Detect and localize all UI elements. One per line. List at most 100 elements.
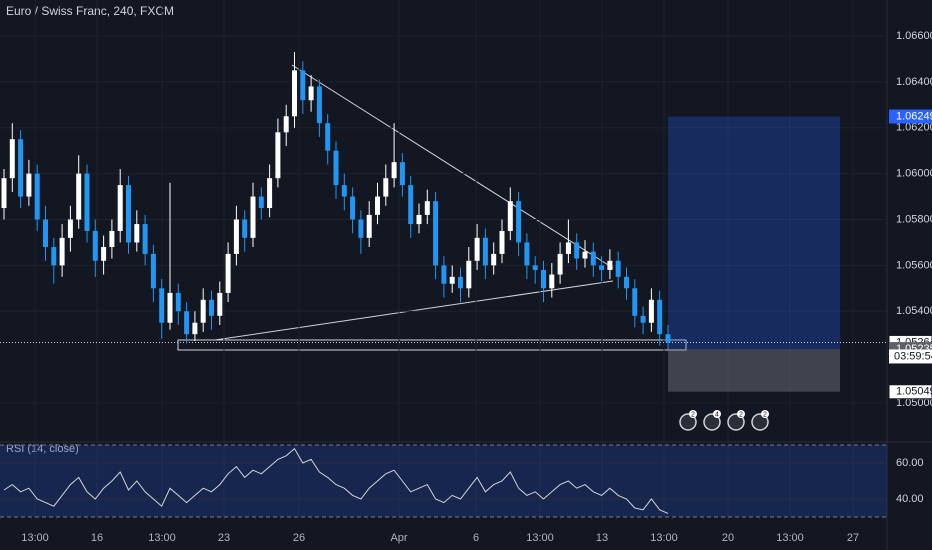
countdown-box <box>889 349 932 364</box>
y-tick-label: 1.06200 <box>896 122 932 134</box>
candle-body <box>491 253 497 266</box>
rsi-band <box>0 445 887 517</box>
candle-body <box>657 299 663 335</box>
y-tick-label: 1.06600 <box>896 30 932 42</box>
event-count: 4 <box>715 411 719 418</box>
candle-body <box>76 173 82 220</box>
candle-body <box>142 224 148 254</box>
candle-body <box>283 116 289 133</box>
event-count: 2 <box>691 411 695 418</box>
candle-body <box>441 265 447 284</box>
candle-body <box>341 185 347 197</box>
candle-body <box>34 173 40 220</box>
candle-body <box>175 292 181 312</box>
candle-body <box>300 70 306 101</box>
price-tag-label: 1.05049 <box>896 386 932 398</box>
candle-body <box>51 247 57 266</box>
y-tick-label: 1.05400 <box>896 305 932 317</box>
candle-body <box>607 260 613 270</box>
candle-body <box>399 162 405 186</box>
candle-body <box>648 299 654 323</box>
rsi-label: RSI (14, close) <box>6 443 79 455</box>
candle-body <box>665 334 671 343</box>
candle-body <box>383 178 389 197</box>
candle-body <box>532 265 538 270</box>
candle-body <box>632 288 638 316</box>
candle-body <box>9 139 15 179</box>
candle-body <box>59 237 65 266</box>
stop-zone <box>668 349 840 392</box>
candle-body <box>192 322 198 335</box>
y-tick-label: 1.05800 <box>896 213 932 225</box>
candle-body <box>308 86 314 101</box>
candle-body <box>292 70 297 117</box>
candle-body <box>233 219 239 254</box>
event-count: 2 <box>763 411 767 418</box>
candle-body <box>325 123 331 151</box>
price-tag <box>888 384 932 400</box>
candle-body <box>159 288 165 323</box>
candle-body <box>640 315 646 323</box>
candle-body <box>391 162 397 179</box>
x-tick-label: 27 <box>847 532 859 544</box>
candle-body <box>92 230 98 261</box>
candle-body <box>26 173 32 197</box>
candle-body <box>424 201 430 215</box>
x-tick-label: Apr <box>390 532 407 544</box>
candle-body <box>242 219 248 238</box>
candle-body <box>167 292 173 323</box>
candle-body <box>333 150 339 186</box>
x-tick-label: 13:00 <box>776 532 804 544</box>
candle-body <box>117 185 123 231</box>
candle-body <box>316 86 322 124</box>
x-tick-label: 13:00 <box>650 532 678 544</box>
candle-body <box>516 201 522 243</box>
candle-body <box>474 237 480 261</box>
candle-body <box>565 242 571 254</box>
chart-title: Euro / Swiss Franc, 240, FXCM <box>6 4 174 18</box>
candle-body <box>590 251 596 266</box>
candle-body <box>375 196 380 215</box>
event-icon <box>679 413 697 431</box>
event-count: 2 <box>739 411 743 418</box>
candle-body <box>416 214 422 225</box>
rsi-tick-label: 60.00 <box>896 457 924 469</box>
x-tick-label: 26 <box>293 532 305 544</box>
candle-body <box>582 251 588 259</box>
candle-body <box>101 247 107 261</box>
candle-body <box>482 237 488 266</box>
candle-body <box>624 276 629 289</box>
candle-body <box>209 299 214 316</box>
candle-body <box>258 196 264 209</box>
event-badge <box>761 410 769 418</box>
candle-body <box>458 276 463 289</box>
rsi-line <box>3 447 669 514</box>
price-tag <box>889 109 932 124</box>
candle-body <box>574 242 580 259</box>
candle-body <box>200 299 206 323</box>
candle-body <box>524 242 530 266</box>
candle-body <box>366 214 372 238</box>
candle-body <box>67 219 73 238</box>
x-tick-label: 13 <box>596 532 608 544</box>
y-tick-label: 1.06000 <box>896 168 932 180</box>
candle-body <box>599 265 605 270</box>
candle-body <box>449 276 455 284</box>
y-tick-label: 1.06400 <box>896 76 932 88</box>
event-badge <box>737 410 745 418</box>
support-zone <box>177 339 687 351</box>
target-zone <box>668 116 840 350</box>
x-tick-label: 23 <box>218 532 230 544</box>
candle-body <box>18 139 24 197</box>
y-tick-label: 1.05000 <box>896 397 932 409</box>
x-tick-label: 16 <box>91 532 103 544</box>
event-badge <box>713 410 721 418</box>
candle-body <box>358 219 364 238</box>
candle-body <box>250 196 256 238</box>
candle-body <box>109 230 115 248</box>
candle-body <box>350 196 356 220</box>
candle-body <box>217 292 223 316</box>
candle-body <box>1 178 7 209</box>
event-badge <box>689 410 697 418</box>
